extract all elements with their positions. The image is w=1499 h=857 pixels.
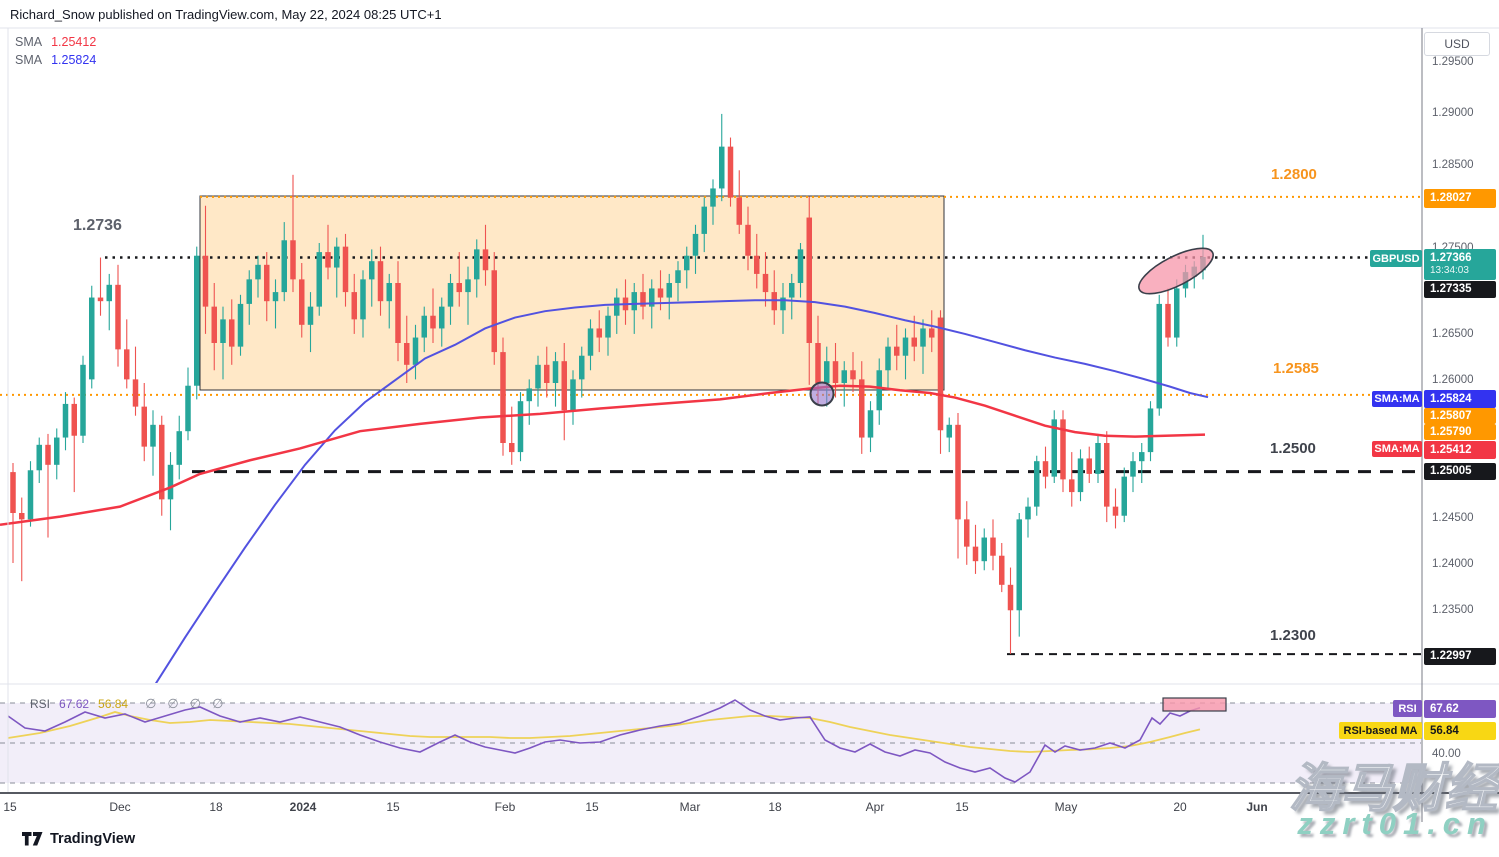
- price-level-text: 1.2736: [73, 217, 122, 234]
- empty-set-icon[interactable]: ∅: [189, 696, 202, 711]
- currency-toggle-button[interactable]: USD: [1424, 32, 1490, 56]
- time-axis-label: Feb: [494, 800, 516, 814]
- price-tick: 1.26000: [1432, 374, 1474, 386]
- rsi-ma-value: 56.84: [98, 697, 129, 711]
- legend-value: 1.25824: [51, 53, 97, 67]
- indicator-legend: SMA 1.25412 SMA 1.25824: [15, 33, 96, 69]
- time-axis-label: 15: [585, 800, 599, 814]
- price-tick: 1.29500: [1432, 56, 1474, 68]
- price-label-chip: 1.25824: [1424, 390, 1496, 408]
- time-axis-label: 15: [386, 800, 400, 814]
- series-tag-chip: RSI-based MA: [1339, 722, 1422, 739]
- price-tick: 1.28500: [1432, 159, 1474, 171]
- price-level-text: 1.2300: [1270, 627, 1316, 644]
- price-label-chip: 1.25005: [1424, 463, 1496, 480]
- price-pane[interactable]: [0, 113, 1421, 685]
- series-tag-chip: SMA:MA: [1372, 441, 1422, 457]
- rsi-highlight-box[interactable]: [1162, 697, 1227, 712]
- candlestick-series: [10, 113, 1206, 654]
- sma-fast-line: [0, 384, 1206, 527]
- rsi-legend-label: RSI: [30, 697, 51, 711]
- tradingview-brand-text: TradingView: [50, 830, 136, 847]
- price-label-chip: 56.84: [1424, 722, 1496, 740]
- legend-value: 1.25412: [51, 35, 97, 49]
- legend-label: SMA: [15, 53, 43, 67]
- indicator-action-icons: ∅ ∅ ∅ ∅: [145, 696, 223, 712]
- byline: Richard_Snow published on TradingView.co…: [10, 7, 442, 22]
- price-label-chip: 1.27335: [1424, 281, 1496, 298]
- price-label-chip: 1.28027: [1424, 189, 1496, 208]
- time-axis-label: Dec: [109, 800, 131, 814]
- price-tick: 1.23500: [1432, 604, 1474, 616]
- watermark-url-text: zzrt01.cn: [1297, 806, 1493, 841]
- legend-row-sma[interactable]: SMA 1.25824: [15, 51, 96, 69]
- rsi-indicator-legend: RSI 67.62 56.84 ∅ ∅ ∅ ∅: [30, 696, 223, 712]
- time-axis-label: 15: [955, 800, 969, 814]
- time-axis-label: 18: [768, 800, 782, 814]
- series-tag-chip: SMA:MA: [1372, 391, 1422, 407]
- price-tick: 1.24000: [1432, 558, 1474, 570]
- empty-set-icon[interactable]: ∅: [167, 696, 179, 711]
- rsi-pane[interactable]: [0, 697, 1421, 784]
- price-label-chip: 1.25412: [1424, 441, 1496, 459]
- time-axis-label: May: [1054, 800, 1078, 814]
- breakout-ellipse-annotation[interactable]: [1133, 239, 1219, 302]
- price-level-text: 1.2585: [1273, 360, 1319, 377]
- time-axis-label: 15: [3, 800, 17, 814]
- consolidation-zone: [199, 195, 945, 391]
- series-tag-chip: RSI: [1393, 700, 1422, 717]
- price-label-chip: 1.22997: [1424, 648, 1496, 665]
- rsi-line: [7, 699, 1201, 783]
- series-tag-chip: GBPUSD: [1370, 250, 1422, 267]
- rsi-value: 67.62: [59, 697, 90, 711]
- price-tick: 1.26500: [1432, 328, 1474, 340]
- empty-set-icon[interactable]: ∅: [145, 696, 157, 711]
- time-axis-label: 2024: [289, 800, 317, 814]
- time-axis-label: Mar: [679, 800, 701, 814]
- time-axis-label: 18: [209, 800, 223, 814]
- price-tick: 1.29000: [1432, 107, 1474, 119]
- price-label-chip: 1.27366 13:34:03: [1424, 249, 1496, 280]
- price-label-chip: 67.62: [1424, 700, 1496, 718]
- price-tick: 40.00: [1432, 748, 1461, 760]
- legend-row-sma[interactable]: SMA 1.25412: [15, 33, 96, 51]
- empty-set-icon[interactable]: ∅: [212, 696, 224, 711]
- time-axis-label: Apr: [865, 800, 885, 814]
- watermark-cjk-text: 海马财经: [1288, 759, 1498, 819]
- price-level-text: 1.2500: [1270, 440, 1316, 457]
- sma-cross-circle-annotation[interactable]: [809, 381, 835, 407]
- tradingview-logo-icon: [22, 832, 43, 846]
- time-axis-label: 20: [1173, 800, 1187, 814]
- price-level-text: 1.2800: [1271, 166, 1317, 183]
- price-label-chip: 1.25790: [1424, 424, 1496, 440]
- tradingview-attribution[interactable]: TradingView: [22, 829, 135, 848]
- price-tick: 1.24500: [1432, 512, 1474, 524]
- sma-slow-line: [154, 299, 1209, 683]
- price-label-chip: 1.25807: [1424, 408, 1496, 424]
- legend-label: SMA: [15, 35, 43, 49]
- time-axis-label: Jun: [1246, 800, 1268, 814]
- rsi-ma-line: [7, 711, 1201, 753]
